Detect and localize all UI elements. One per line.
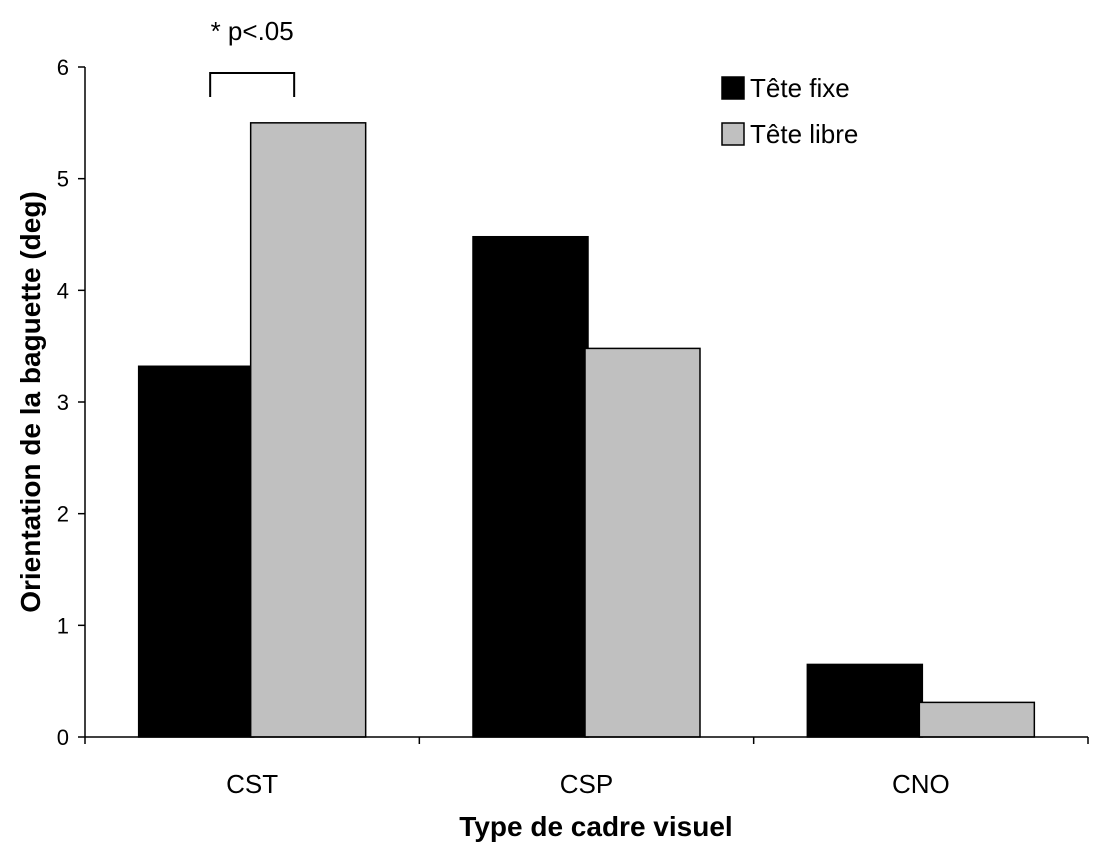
legend: Tête fixe Tête libre: [721, 73, 858, 149]
bar-tete-libre-csp: [584, 347, 701, 738]
y-tick-label: 0: [57, 725, 69, 750]
legend-label-tete-fixe: Tête fixe: [750, 73, 850, 103]
bar-tete-fixe-cst: [137, 365, 255, 738]
legend-swatch-tete-libre: [721, 122, 745, 146]
y-tick-label: 2: [57, 502, 69, 527]
bar-tete-libre-cno: [918, 701, 1036, 738]
y-tick-label: 6: [57, 55, 69, 80]
significance-annotation: * p<.05: [211, 16, 294, 46]
y-tick-label: 5: [57, 167, 69, 192]
y-tick-label: 1: [57, 613, 69, 638]
x-axis-title: Type de cadre visuel: [459, 811, 732, 842]
y-tick-label: 3: [57, 390, 69, 415]
legend-label-tete-libre: Tête libre: [750, 119, 858, 149]
x-labels-group: CST CSP CNO: [84, 737, 1089, 799]
x-category-label: CSP: [560, 769, 613, 799]
bar-tete-fixe-cno: [806, 663, 924, 738]
y-tick-label: 4: [57, 278, 69, 303]
legend-swatch-tete-fixe: [721, 76, 745, 100]
x-category-label: CNO: [892, 769, 950, 799]
y-axis-title: Orientation de la baguette (deg): [15, 191, 46, 613]
bar-tete-libre-cst: [249, 122, 367, 738]
significance-bracket: [209, 72, 296, 97]
x-category-label: CST: [226, 769, 278, 799]
y-ticks-group: 0 1 2 3 4 5 6: [57, 55, 85, 750]
bars-group: [137, 122, 1036, 738]
bar-tete-fixe-csp: [472, 235, 589, 738]
